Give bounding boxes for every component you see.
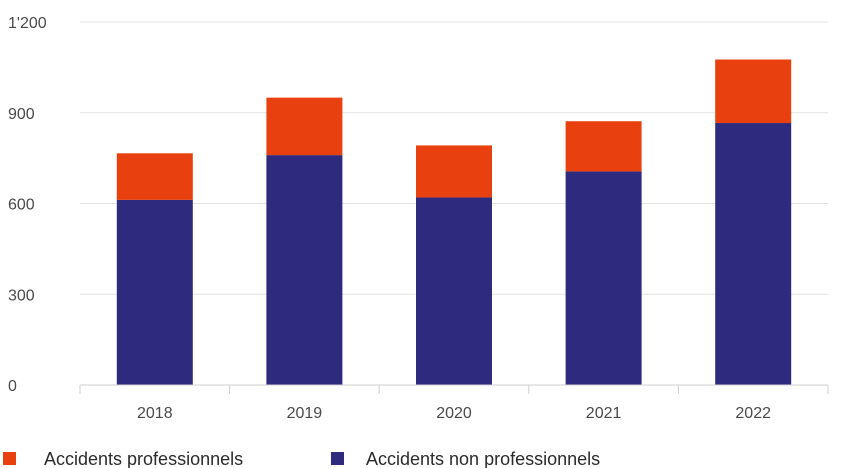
bars (116, 59, 792, 385)
bar-non-professionnels-2019 (266, 155, 343, 385)
y-tick-label: 300 (8, 287, 35, 304)
legend-label-non-professionnels: Accidents non professionnels (366, 449, 600, 468)
legend-swatch-non-professionnels (331, 452, 344, 465)
legend: Accidents professionnels Accidents non p… (3, 449, 600, 468)
bar-professionnels-2020 (416, 145, 492, 198)
bar-professionnels-2018 (116, 153, 193, 200)
y-tick-label: 900 (8, 106, 35, 123)
bar-professionnels-2022 (715, 59, 792, 124)
x-tick-label: 2020 (436, 405, 472, 422)
bar-non-professionnels-2020 (416, 197, 492, 385)
bar-non-professionnels-2018 (116, 199, 193, 385)
bar-non-professionnels-2022 (715, 123, 792, 385)
legend-swatch-professionnels (3, 452, 16, 465)
y-tick-label: 0 (8, 378, 17, 395)
legend-label-professionnels: Accidents professionnels (44, 449, 243, 468)
x-tick-label: 2019 (287, 405, 323, 422)
x-tick-label: 2018 (137, 405, 173, 422)
x-tick-label: 2022 (735, 405, 771, 422)
bar-non-professionnels-2021 (565, 171, 642, 385)
x-tick-label: 2021 (586, 405, 622, 422)
bar-professionnels-2021 (565, 121, 642, 172)
y-tick-label: 600 (8, 197, 35, 214)
bar-professionnels-2019 (266, 97, 343, 156)
axes: 0 300 600 900 1'200 2018 2019 2020 2021 2022 (8, 15, 829, 422)
y-tick-label: 1'200 (8, 15, 47, 32)
